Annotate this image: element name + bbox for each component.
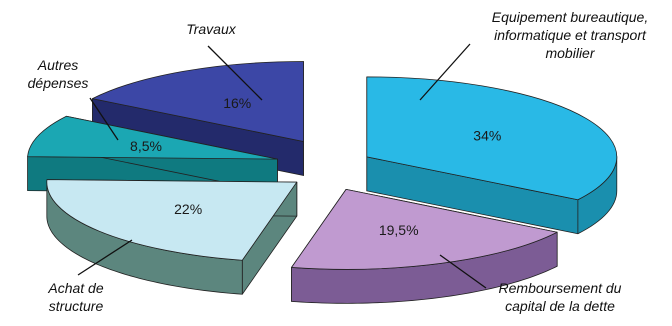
leader-line-achat	[77, 239, 133, 276]
category-label-travaux: Travaux	[186, 21, 237, 37]
slice-remboursement	[291, 188, 558, 270]
value-label-autres: 8,5%	[130, 138, 162, 154]
slice-achat	[46, 179, 298, 261]
leader-line-autres	[89, 97, 119, 141]
leader-line-equipement	[419, 43, 471, 101]
category-label-remboursement: Remboursement du capital de la dette	[499, 280, 622, 314]
category-label-equipement: Equipement bureautique, informatique et t…	[492, 9, 648, 61]
slice-travaux	[92, 61, 304, 142]
leader-line-travaux	[207, 45, 263, 101]
leader-lines	[77, 43, 487, 289]
category-label-achat: Achat de structure	[47, 280, 103, 314]
category-label-autres: Autres dépenses	[28, 57, 89, 91]
value-label-travaux: 16%	[223, 95, 251, 111]
value-label-remboursement: 19,5%	[379, 222, 419, 238]
value-label-equipement: 34%	[473, 128, 501, 144]
slice-labels: 16% Travaux 34% Equipement bureautique, info…	[28, 9, 649, 314]
slice-tops	[27, 61, 618, 270]
value-label-achat: 22%	[174, 201, 202, 217]
slice-autres	[27, 115, 278, 160]
leader-line-remboursement	[439, 254, 487, 289]
